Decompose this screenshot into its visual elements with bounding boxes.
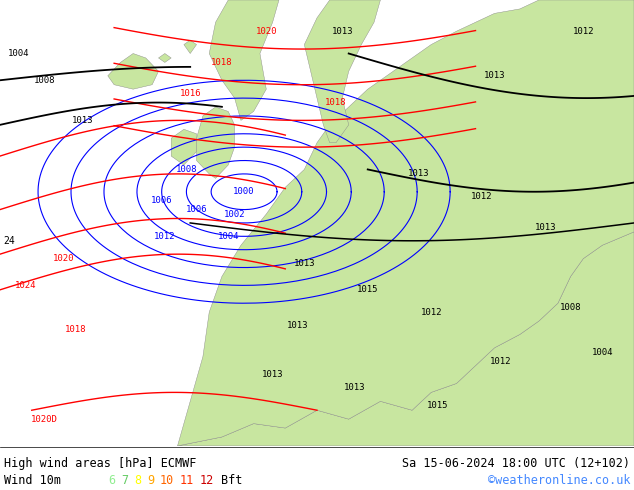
Text: 7: 7 xyxy=(121,474,128,487)
Text: 1016: 1016 xyxy=(179,89,201,98)
Text: 1020: 1020 xyxy=(256,27,277,36)
Text: 1015: 1015 xyxy=(427,401,448,410)
Polygon shape xyxy=(171,129,197,165)
Text: 1013: 1013 xyxy=(294,259,315,268)
Text: 1020D: 1020D xyxy=(31,415,58,424)
Text: Wind 10m: Wind 10m xyxy=(4,474,61,487)
Text: 1013: 1013 xyxy=(332,27,353,36)
Text: 1018: 1018 xyxy=(211,58,233,67)
Text: 1013: 1013 xyxy=(408,170,429,178)
Text: 1004: 1004 xyxy=(592,348,613,357)
Text: 8: 8 xyxy=(134,474,141,487)
Text: 1000: 1000 xyxy=(233,187,255,196)
Text: 9: 9 xyxy=(147,474,154,487)
Text: High wind areas [hPa] ECMWF: High wind areas [hPa] ECMWF xyxy=(4,457,197,470)
Text: 1012: 1012 xyxy=(154,232,176,241)
Polygon shape xyxy=(197,107,235,178)
Polygon shape xyxy=(184,40,197,53)
Text: 1006: 1006 xyxy=(151,196,172,205)
Text: 1013: 1013 xyxy=(484,72,505,80)
Polygon shape xyxy=(108,53,158,89)
Polygon shape xyxy=(209,0,279,121)
Text: 10: 10 xyxy=(160,474,174,487)
Polygon shape xyxy=(158,53,171,62)
Text: 1012: 1012 xyxy=(471,192,493,201)
Text: 1015: 1015 xyxy=(357,285,378,294)
Text: 1008: 1008 xyxy=(176,165,198,174)
Text: 1018: 1018 xyxy=(65,325,87,335)
Polygon shape xyxy=(304,0,380,143)
Text: 6: 6 xyxy=(108,474,115,487)
Polygon shape xyxy=(178,232,634,446)
Text: 1012: 1012 xyxy=(490,357,512,366)
Text: Sa 15-06-2024 18:00 UTC (12+102): Sa 15-06-2024 18:00 UTC (12+102) xyxy=(402,457,630,470)
Text: 1013: 1013 xyxy=(344,384,366,392)
Text: 12: 12 xyxy=(200,474,214,487)
Text: 1013: 1013 xyxy=(262,370,283,379)
Text: 1002: 1002 xyxy=(224,210,245,219)
Text: 1013: 1013 xyxy=(534,223,556,232)
Text: 1008: 1008 xyxy=(560,303,581,312)
Text: 1018: 1018 xyxy=(325,98,347,107)
Text: 1013: 1013 xyxy=(287,321,309,330)
Text: 1024: 1024 xyxy=(15,281,36,290)
Text: 24: 24 xyxy=(4,236,15,246)
Text: 1012: 1012 xyxy=(573,27,594,36)
Text: 1013: 1013 xyxy=(72,116,93,125)
Text: 1008: 1008 xyxy=(34,76,55,85)
Polygon shape xyxy=(178,0,634,446)
Text: 1004: 1004 xyxy=(8,49,30,58)
Text: 1004: 1004 xyxy=(217,232,239,241)
Text: 1012: 1012 xyxy=(420,308,442,317)
Text: 1020: 1020 xyxy=(53,254,74,263)
Text: 1006: 1006 xyxy=(186,205,207,214)
Text: Bft: Bft xyxy=(221,474,242,487)
Text: ©weatheronline.co.uk: ©weatheronline.co.uk xyxy=(488,474,630,487)
Text: 11: 11 xyxy=(180,474,194,487)
